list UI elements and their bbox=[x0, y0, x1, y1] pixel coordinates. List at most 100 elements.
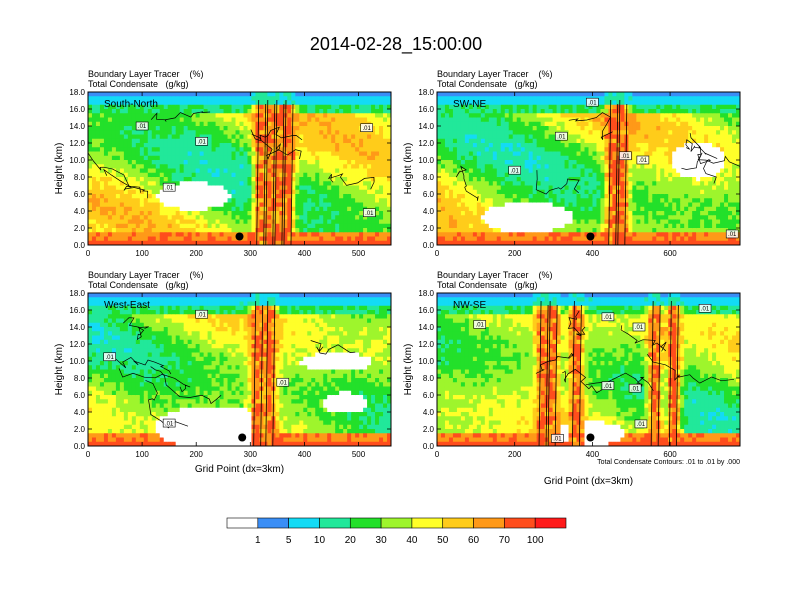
heatmap-cell bbox=[243, 151, 249, 157]
heatmap-cell bbox=[159, 100, 165, 106]
heatmap-cell bbox=[319, 100, 324, 106]
heatmap-cell bbox=[195, 155, 201, 161]
heatmap-cell bbox=[383, 96, 388, 102]
heatmap-cell bbox=[672, 138, 677, 144]
heatmap-cell bbox=[335, 134, 340, 140]
heatmap-cell bbox=[159, 138, 165, 144]
heatmap-cell bbox=[139, 219, 145, 225]
heatmap-cell bbox=[584, 177, 590, 182]
heatmap-cell bbox=[183, 147, 189, 153]
heatmap-cell bbox=[331, 185, 336, 191]
heatmap-cell bbox=[211, 177, 217, 182]
heatmap-cell bbox=[319, 240, 324, 245]
heatmap-cell bbox=[572, 198, 578, 204]
heatmap-cell bbox=[476, 121, 482, 127]
heatmap-cell bbox=[512, 194, 518, 199]
heatmap-cell bbox=[584, 236, 590, 242]
heatmap-cell bbox=[231, 164, 237, 170]
heatmap-cell bbox=[307, 198, 312, 204]
heatmap-cell bbox=[492, 121, 498, 127]
heatmap-cell bbox=[644, 92, 649, 97]
heatmap-cell bbox=[564, 202, 570, 208]
heatmap-cell bbox=[524, 194, 530, 199]
heatmap-cell bbox=[580, 177, 586, 182]
heatmap-cell bbox=[504, 160, 510, 165]
heatmap-cell bbox=[632, 198, 637, 204]
heatmap-cell bbox=[363, 219, 368, 225]
heatmap-cell bbox=[139, 168, 145, 174]
heatmap-cell bbox=[159, 104, 165, 110]
heatmap-cell bbox=[127, 189, 133, 195]
heatmap-cell bbox=[139, 198, 145, 204]
heatmap-cell bbox=[227, 117, 233, 123]
heatmap-cell bbox=[247, 228, 253, 233]
heatmap-cell bbox=[472, 202, 478, 208]
heatmap-cell bbox=[155, 177, 161, 182]
heatmap-cell bbox=[211, 92, 217, 97]
heatmap-cell bbox=[484, 223, 490, 229]
heatmap-cell bbox=[660, 130, 665, 136]
heatmap-cell bbox=[299, 92, 304, 97]
heatmap-cell bbox=[199, 206, 205, 212]
heatmap-cell bbox=[179, 121, 185, 127]
heatmap-cell bbox=[508, 134, 514, 140]
heatmap-cell bbox=[99, 121, 105, 127]
heatmap-cell bbox=[359, 143, 364, 148]
heatmap-cell bbox=[387, 151, 391, 157]
heatmap-cell bbox=[123, 215, 129, 221]
heatmap-cell bbox=[283, 240, 288, 245]
heatmap-cell bbox=[492, 113, 498, 119]
heatmap-cell bbox=[363, 185, 368, 191]
heatmap-cell bbox=[219, 236, 225, 242]
heatmap-cell bbox=[383, 202, 388, 208]
heatmap-cell bbox=[500, 104, 506, 110]
heatmap-cell bbox=[339, 151, 344, 157]
heatmap-cell bbox=[616, 109, 621, 114]
heatmap-cell bbox=[343, 130, 348, 136]
heatmap-cell bbox=[387, 232, 391, 238]
heatmap-cell bbox=[327, 100, 332, 106]
heatmap-cell bbox=[460, 177, 466, 182]
heatmap-cell bbox=[500, 211, 506, 216]
heatmap-cell bbox=[604, 147, 610, 153]
heatmap-cell bbox=[456, 134, 462, 140]
heatmap-cell bbox=[632, 189, 637, 195]
heatmap-cell bbox=[235, 228, 241, 233]
heatmap-cell bbox=[223, 134, 229, 140]
x-tick-label: 500 bbox=[352, 249, 366, 258]
heatmap-cell bbox=[660, 155, 665, 161]
heatmap-cell bbox=[183, 211, 189, 216]
heatmap-cell bbox=[496, 219, 502, 225]
heatmap-cell bbox=[604, 177, 610, 182]
heatmap-cell bbox=[99, 160, 105, 165]
heatmap-cell bbox=[500, 194, 506, 199]
heatmap-cell bbox=[636, 168, 641, 174]
heatmap-cell bbox=[367, 223, 372, 229]
heatmap-cell bbox=[648, 194, 653, 199]
heatmap-cell bbox=[628, 113, 633, 119]
heatmap-cell bbox=[544, 189, 550, 195]
heatmap-cell bbox=[107, 113, 113, 119]
heatmap-cell bbox=[223, 92, 229, 97]
heatmap-cell bbox=[311, 155, 316, 161]
heatmap-cell bbox=[464, 164, 470, 170]
heatmap-cell bbox=[572, 164, 578, 170]
heatmap-cell bbox=[103, 202, 109, 208]
heatmap-cell bbox=[512, 121, 518, 127]
heatmap-cell bbox=[456, 236, 462, 242]
heatmap-cell bbox=[524, 206, 530, 212]
heatmap-cell bbox=[620, 130, 625, 136]
heatmap-cell bbox=[175, 194, 181, 199]
heatmap-cell bbox=[359, 240, 364, 245]
heatmap-cell bbox=[119, 109, 125, 114]
heatmap-cell bbox=[115, 164, 121, 170]
heatmap-cell bbox=[219, 219, 225, 225]
heatmap-cell bbox=[512, 206, 518, 212]
heatmap-cell bbox=[343, 109, 348, 114]
heatmap-cell bbox=[347, 185, 352, 191]
heatmap-cell bbox=[560, 164, 566, 170]
heatmap-cell bbox=[215, 134, 221, 140]
heatmap-cell bbox=[492, 185, 498, 191]
heatmap-cell bbox=[480, 172, 486, 178]
heatmap-cell bbox=[183, 138, 189, 144]
